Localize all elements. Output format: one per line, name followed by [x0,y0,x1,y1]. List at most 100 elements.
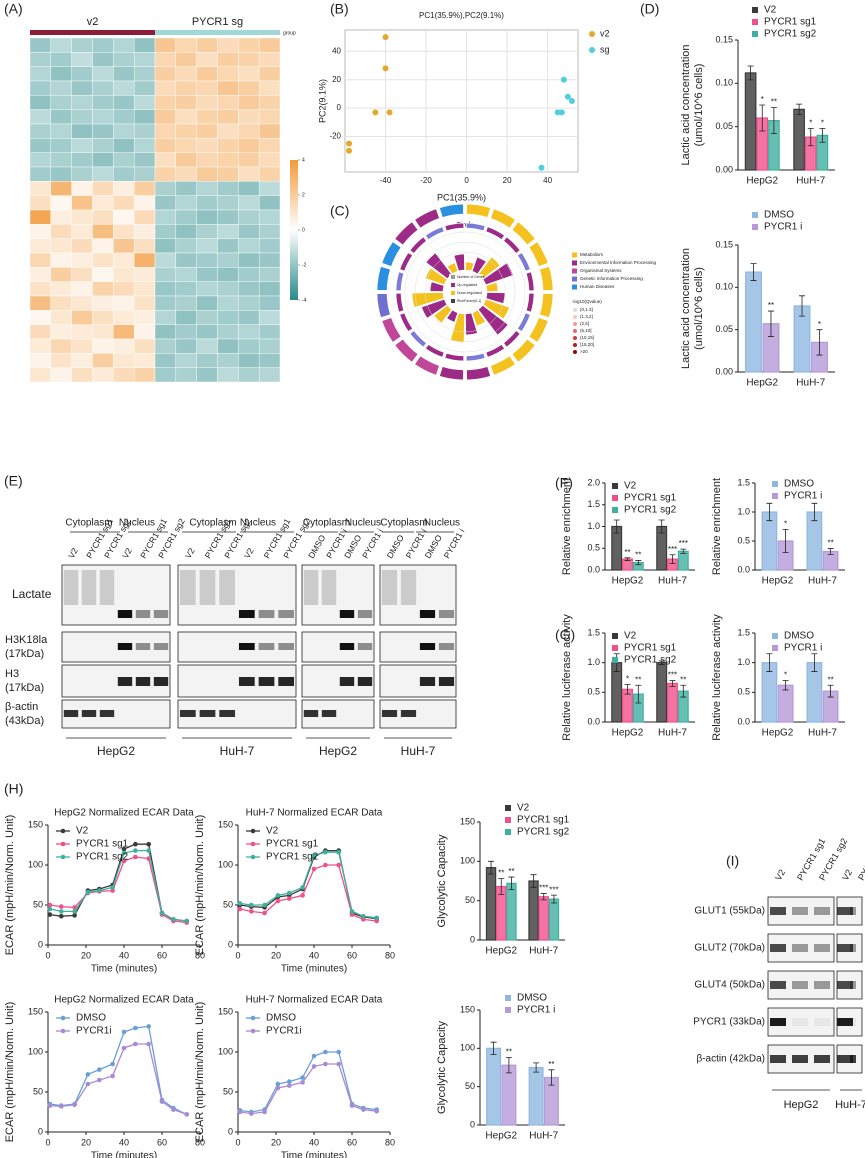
bar [528,880,539,941]
count-ring [409,330,427,348]
significance: ** [548,1060,554,1069]
fraction-label: Nucleus [240,518,276,529]
y-tick-label: 0.05 [715,324,733,334]
series-line [239,1063,377,1115]
heat-cell [175,209,197,225]
band [419,643,436,650]
legend-label: PYCR1 sg1 [76,839,129,850]
band [219,570,236,605]
x-axis-label: Time (minutes) [281,1151,347,1158]
y-axis-label: Glycolytic Capacity [436,1021,448,1114]
heat-cell [133,52,156,67]
heat-cell [258,267,281,282]
legend-swatch [505,829,511,835]
blot-frame [61,664,171,698]
heat-cell [258,123,281,139]
point [311,866,317,872]
heat-cell [154,138,177,153]
fraction-label: Nucleus [119,518,155,529]
heat-cell [258,310,281,325]
heat-cell [258,367,281,383]
point [110,1061,115,1067]
point [372,109,379,116]
inner-bar [471,256,487,275]
heat-cell [258,37,281,53]
count-ring [485,344,505,358]
row-label: GLUT1 (55kDa) [694,906,765,917]
blot-frame [61,631,171,663]
point [237,1109,243,1115]
significance: ** [827,539,833,548]
heat-cell [175,353,197,368]
error-bar [767,310,774,337]
error-bar [782,680,789,691]
outer-ring [376,266,391,291]
heat-cell [154,324,177,340]
y-tick-label: 100 [218,1046,233,1056]
inner-bar [411,292,445,308]
band [770,1018,786,1026]
band [117,643,133,650]
heat-cell [29,95,52,110]
error-bar [488,860,495,875]
significance: ** [498,869,504,878]
cell-line-label: HuH-7 [401,744,436,758]
heat-cell [175,367,197,383]
heat-cell [113,166,135,182]
heat-cell [154,166,177,182]
legend-dot [573,343,577,347]
y-tick-label: 0.5 [737,687,750,697]
point [59,904,64,909]
error-bar [658,660,665,665]
heat-cell [175,80,197,96]
legend-label: (2,5] [580,321,589,326]
significance: * [809,119,812,128]
significance: ** [771,98,777,107]
legend-swatch [752,212,758,218]
significance: * [626,675,629,684]
heat-cell [71,295,93,311]
panel-label: (A) [4,1,23,17]
x-tick-label: HuH-7 [808,728,837,739]
heat-cell [92,152,114,168]
bar [486,1047,502,1126]
cell-line-label: HepG2 [784,1099,819,1111]
band [258,610,275,618]
x-tick-label: HuH-7 [796,378,825,389]
heat-cell [238,181,260,196]
band [792,1055,808,1063]
point [336,1061,342,1067]
legend-dot [573,315,577,319]
heat-cell [217,37,239,53]
heat-cell [29,267,52,282]
point [146,1024,151,1029]
heat-cell [92,181,114,196]
legend-dot [573,336,577,340]
heat-cell [29,238,52,254]
band [381,570,398,605]
heat-cell [71,37,93,53]
panel-label: (H) [4,781,23,797]
point [311,1053,317,1059]
blot-frame [379,564,457,626]
row-label: β-actin (42kDa) [696,1054,765,1065]
heat-cell [196,209,218,225]
bar [528,1066,544,1126]
heat-cell [238,238,260,254]
heat-cell [92,209,114,225]
point [336,1049,342,1055]
outer-ring [511,221,536,246]
error-bar [533,1062,540,1073]
heat-cell [154,95,177,110]
legend-label: PYCR1 i [784,643,822,654]
heat-cell [217,224,239,239]
outer-ring [528,241,549,267]
error-bar [505,1057,512,1074]
bar [656,662,668,723]
heat-cell [175,281,197,297]
band [792,981,808,989]
heat-cell [238,37,260,53]
heat-cell [50,353,72,368]
band [419,677,436,686]
heat-cell [29,338,52,354]
